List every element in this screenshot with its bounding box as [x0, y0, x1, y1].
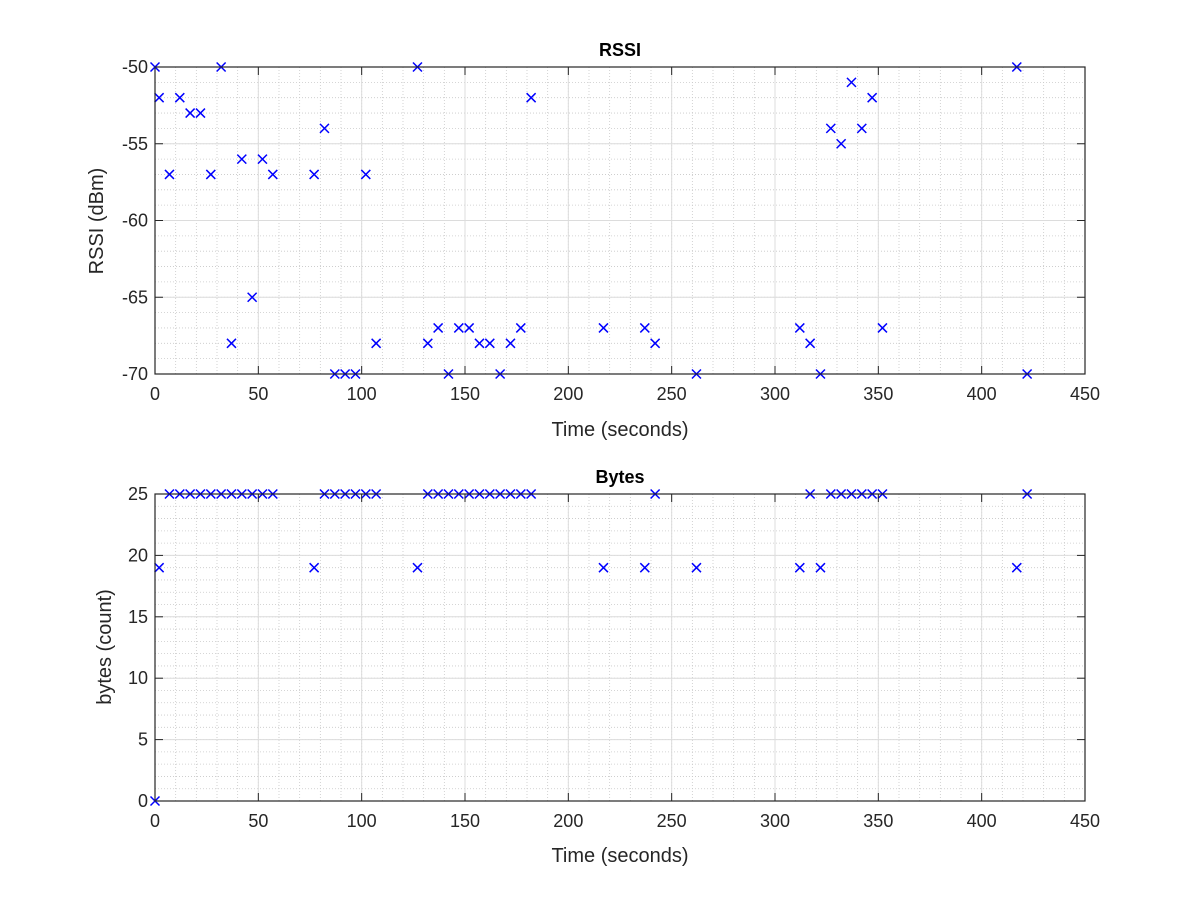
rssi-y-tick-label: -55	[122, 134, 148, 154]
rssi-x-tick-label: 350	[863, 384, 893, 404]
rssi-data-point	[526, 92, 537, 103]
rssi-data-point	[185, 108, 196, 119]
rssi-data-point	[422, 338, 433, 349]
rssi-y-tick-label: -60	[122, 211, 148, 231]
rssi-data-point	[639, 322, 650, 333]
bytes-x-label: Time (seconds)	[551, 845, 688, 867]
rssi-data-point	[257, 154, 268, 165]
bytes-minor-grid	[155, 494, 1085, 801]
rssi-data-point	[247, 292, 258, 303]
rssi-title: RSSI	[599, 40, 641, 60]
bytes-plot-area	[155, 494, 1085, 801]
rssi-data-point	[650, 338, 661, 349]
bytes-data-point	[639, 562, 650, 573]
bytes-axes-frame	[154, 493, 1086, 802]
rssi-data-point	[484, 338, 495, 349]
bytes-x-tick-label: 200	[553, 811, 583, 831]
rssi-data-point	[825, 123, 836, 134]
bytes-y-ticks: 0 5 10 15 20 25	[128, 484, 1085, 811]
rssi-data-point	[195, 108, 206, 119]
bytes-axes: 0 50 100 150 200 250 300 350 400 450 0 5 10 15 20 25 B…	[94, 467, 1100, 867]
rssi-data-point	[371, 338, 382, 349]
rssi-data-point	[319, 123, 330, 134]
rssi-x-ticks: 0 50 100 150 200 250 300 350 400 450	[150, 67, 1100, 404]
rssi-y-tick-label: -65	[122, 287, 148, 307]
rssi-y-tick-label: -50	[122, 57, 148, 77]
bytes-data-point	[309, 562, 320, 573]
rssi-data-point	[360, 169, 371, 180]
bytes-y-tick-label: 25	[128, 484, 148, 504]
rssi-y-tick-label: -70	[122, 364, 148, 384]
rssi-data-point	[236, 154, 247, 165]
bytes-data-point	[815, 562, 826, 573]
rssi-data-point	[433, 322, 444, 333]
bytes-y-label: bytes (count)	[94, 589, 116, 705]
bytes-x-tick-label: 350	[863, 811, 893, 831]
bytes-x-tick-label: 300	[760, 811, 790, 831]
rssi-data-point	[154, 92, 165, 103]
bytes-x-tick-label: 100	[347, 811, 377, 831]
bytes-x-tick-label: 400	[967, 811, 997, 831]
rssi-y-ticks: -70 -65 -60 -55 -50	[122, 57, 1085, 384]
bytes-y-tick-label: 0	[138, 791, 148, 811]
rssi-x-tick-label: 100	[347, 384, 377, 404]
rssi-data-point	[464, 322, 475, 333]
rssi-data-point	[598, 322, 609, 333]
rssi-x-tick-label: 300	[760, 384, 790, 404]
rssi-data-point	[226, 338, 237, 349]
rssi-x-tick-label: 200	[553, 384, 583, 404]
rssi-data-point	[164, 169, 175, 180]
bytes-data-point	[598, 562, 609, 573]
bytes-x-tick-label: 450	[1070, 811, 1100, 831]
rssi-x-tick-label: 150	[450, 384, 480, 404]
rssi-data-point	[205, 169, 216, 180]
bytes-x-tick-label: 0	[150, 811, 160, 831]
rssi-data-point	[474, 338, 485, 349]
bytes-y-tick-label: 20	[128, 545, 148, 565]
rssi-y-label: RSSI (dBm)	[86, 168, 108, 275]
bytes-x-tick-label: 250	[657, 811, 687, 831]
rssi-x-tick-label: 400	[967, 384, 997, 404]
rssi-data-point	[856, 123, 867, 134]
rssi-x-tick-label: 450	[1070, 384, 1100, 404]
bytes-title: Bytes	[595, 467, 644, 487]
bytes-data-point	[154, 562, 165, 573]
rssi-x-tick-label: 250	[657, 384, 687, 404]
rssi-data-point	[453, 322, 464, 333]
rssi-x-label: Time (seconds)	[551, 419, 688, 441]
bytes-data-point	[412, 562, 423, 573]
rssi-data-point	[174, 92, 185, 103]
bytes-data-point	[1011, 562, 1022, 573]
rssi-data-point	[877, 322, 888, 333]
rssi-data-point	[805, 338, 816, 349]
rssi-data-point	[309, 169, 320, 180]
bytes-data-point	[691, 562, 702, 573]
bytes-x-tick-label: 50	[248, 811, 268, 831]
bytes-x-tick-label: 150	[450, 811, 480, 831]
rssi-x-tick-label: 50	[248, 384, 268, 404]
rssi-data-point	[267, 169, 278, 180]
rssi-data-point	[846, 77, 857, 88]
bytes-y-tick-label: 10	[128, 668, 148, 688]
bytes-y-tick-label: 15	[128, 607, 148, 627]
bytes-data-point	[794, 562, 805, 573]
rssi-x-tick-label: 0	[150, 384, 160, 404]
rssi-data-point	[505, 338, 516, 349]
rssi-data-point	[794, 322, 805, 333]
rssi-axes: 0 50 100 150 200 250 300 350 400 450 -70 -65 -60 -55…	[86, 40, 1100, 441]
rssi-data-point	[867, 92, 878, 103]
rssi-data-point	[836, 138, 847, 149]
rssi-data-point	[515, 322, 526, 333]
bytes-y-tick-label: 5	[138, 730, 148, 750]
bytes-x-ticks: 0 50 100 150 200 250 300 350 400 450	[150, 494, 1100, 831]
